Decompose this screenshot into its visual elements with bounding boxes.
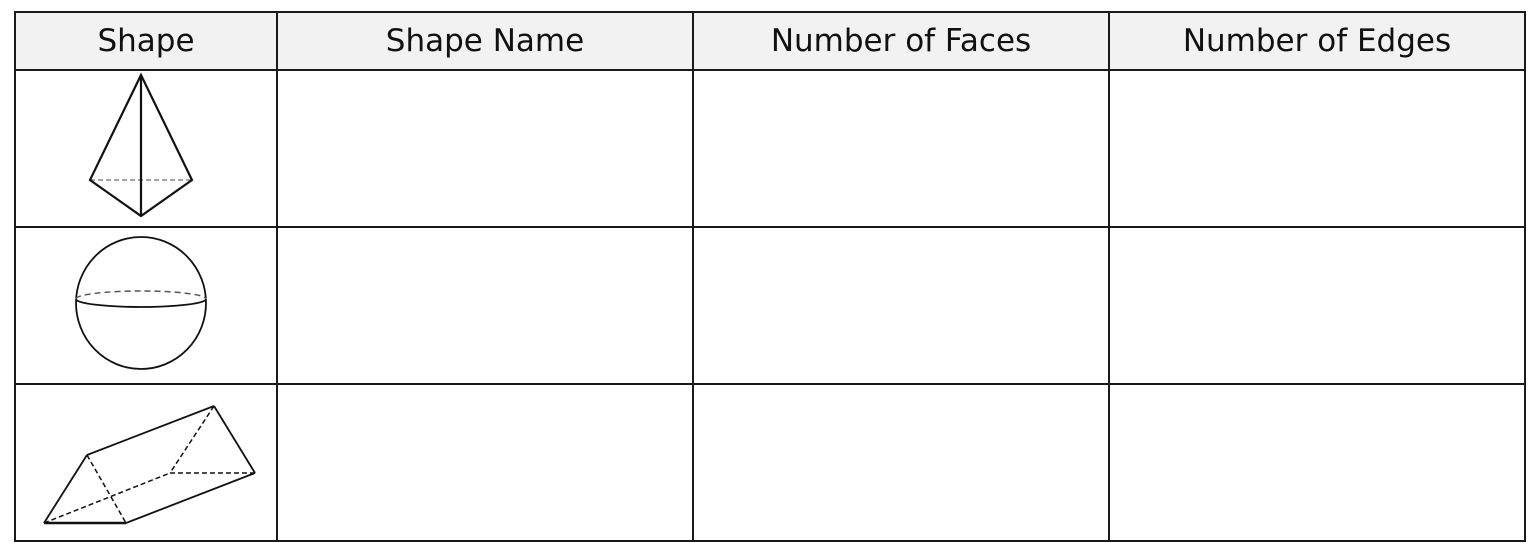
edges-cell[interactable]: [1108, 69, 1526, 228]
table-row: [14, 69, 1526, 228]
header-number-of-faces: Number of Faces: [692, 11, 1110, 71]
shape-name-cell[interactable]: [276, 69, 694, 228]
faces-cell[interactable]: [692, 383, 1110, 542]
shape-name-cell[interactable]: [276, 383, 694, 542]
edges-cell[interactable]: [1108, 383, 1526, 542]
triangular-prism-icon: [43, 405, 256, 525]
table-row: [14, 226, 1526, 385]
shapes-worksheet-table: Shape Shape Name Number of Faces Number …: [14, 11, 1526, 542]
shape-cell: [14, 383, 278, 542]
faces-cell[interactable]: [692, 226, 1110, 385]
shape-cell: [14, 226, 278, 385]
header-shape: Shape: [14, 11, 278, 71]
faces-cell[interactable]: [692, 69, 1110, 228]
shape-name-cell[interactable]: [276, 226, 694, 385]
triangular-pyramid-icon: [88, 72, 194, 218]
sphere-icon: [75, 236, 207, 370]
table-row: [14, 383, 1526, 542]
header-row: Shape Shape Name Number of Faces Number …: [14, 11, 1526, 71]
edges-cell[interactable]: [1108, 226, 1526, 385]
header-shape-name: Shape Name: [276, 11, 694, 71]
shape-cell: [14, 69, 278, 228]
header-number-of-edges: Number of Edges: [1108, 11, 1526, 71]
